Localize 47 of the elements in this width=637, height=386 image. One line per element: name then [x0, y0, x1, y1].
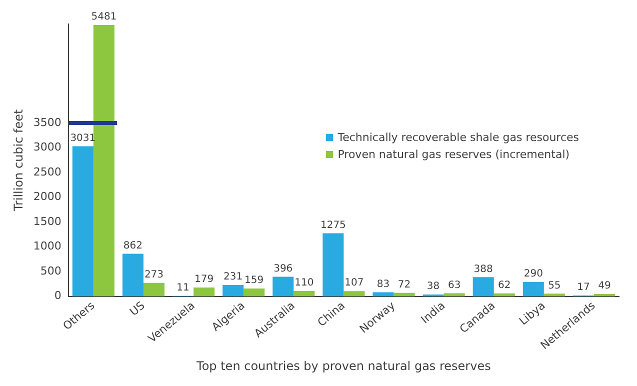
data-label: 107 [344, 278, 364, 289]
data-label: 862 [123, 240, 143, 252]
data-label: 63 [448, 280, 461, 291]
y-tick-label: 500 [40, 264, 62, 278]
data-label: 396 [274, 263, 293, 274]
data-label: 290 [524, 268, 543, 280]
y-tick-label: 2000 [33, 190, 62, 204]
y-tick-label: 2500 [33, 165, 62, 178]
y-axis-title: Trillion cubic feet [11, 108, 26, 212]
bar [72, 146, 94, 296]
y-tick-label: 1000 [33, 240, 62, 253]
bar [222, 284, 244, 296]
data-label: 38 [426, 281, 440, 292]
bar [122, 254, 144, 296]
bar [272, 276, 294, 296]
data-label: 1275 [320, 220, 346, 231]
data-label: 72 [398, 279, 411, 290]
data-label: 273 [144, 269, 164, 280]
y-tick-label: 0 [54, 289, 62, 302]
data-label: 49 [598, 280, 611, 292]
y-tick-label: 3000 [33, 140, 62, 154]
bar [143, 282, 164, 296]
data-label: 17 [577, 282, 590, 294]
legend-label: Proven natural gas reserves (incremental) [338, 147, 570, 164]
y-tick-label: 1500 [33, 214, 62, 228]
data-label: 62 [498, 280, 511, 291]
y-tick-label: 3500 [33, 116, 62, 129]
x-axis-title: Top ten countries by proven natural gas reserves [196, 358, 491, 373]
data-label: 55 [548, 280, 561, 292]
data-label: 231 [224, 272, 243, 283]
x-tick-label: US [127, 298, 148, 319]
data-label: 388 [474, 264, 493, 275]
bar [522, 282, 544, 296]
bar [194, 288, 215, 296]
data-label: 11 [176, 282, 190, 294]
bar [544, 294, 565, 296]
data-label: 83 [376, 278, 390, 290]
data-label: 110 [294, 278, 314, 289]
legend-label: Technically recoverable shale gas resources [338, 130, 579, 146]
data-label: 5481 [91, 12, 117, 23]
bar [472, 277, 494, 296]
bar [244, 288, 265, 296]
bar [294, 290, 315, 296]
bar [322, 233, 344, 296]
data-label: 179 [194, 274, 214, 286]
bar [344, 291, 365, 296]
data-label: 159 [244, 275, 264, 286]
